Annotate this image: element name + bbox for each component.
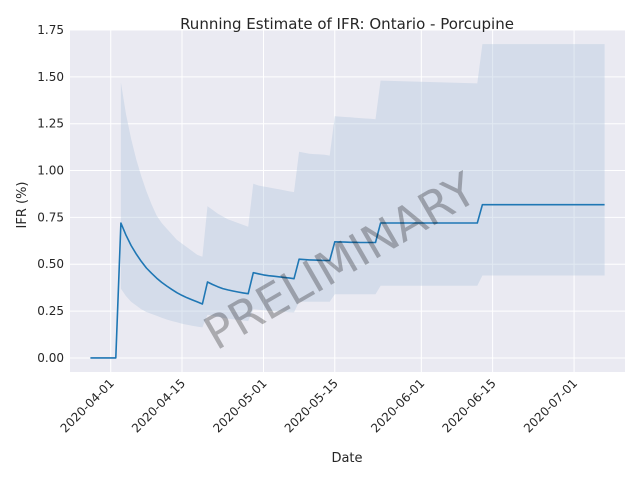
plot-background [70, 30, 625, 372]
chart-title: Running Estimate of IFR: Ontario - Porcu… [180, 15, 514, 33]
y-tick-label: 0.00 [37, 351, 64, 365]
y-tick-label: 1.50 [37, 70, 64, 84]
x-tick-label: 2020-04-15 [129, 376, 188, 435]
x-tick-label: 2020-07-01 [521, 376, 580, 435]
confidence-band [120, 44, 605, 328]
y-axis-label: IFR (%) [15, 182, 30, 229]
y-tick-label: 1.25 [37, 117, 64, 131]
confidence-band-layer [120, 44, 605, 328]
y-tick-label: 0.75 [37, 210, 64, 224]
x-tick-label: 2020-06-01 [368, 376, 427, 435]
y-tick-label: 1.75 [37, 23, 64, 37]
x-axis-label: Date [331, 451, 362, 466]
series-line-layer [90, 203, 605, 359]
x-tick-label: 2020-04-01 [58, 376, 117, 435]
x-tick-label: 2020-06-15 [440, 376, 499, 435]
y-tick-label: 1.00 [37, 164, 64, 178]
grid-lines [70, 29, 625, 372]
y-tick-label: 0.50 [37, 257, 64, 271]
x-tick-label: 2020-05-01 [210, 376, 269, 435]
x-tick-label: 2020-05-15 [282, 376, 341, 435]
ifr-series-line [90, 203, 605, 359]
x-tick-labels: 2020-04-01 2020-04-15 2020-05-01 2020-05-15… [58, 376, 581, 435]
y-tick-label: 0.25 [37, 304, 64, 318]
y-tick-labels: 0.00 0.25 0.50 0.75 1.00 1.25 1.50 1.75 [37, 23, 64, 365]
